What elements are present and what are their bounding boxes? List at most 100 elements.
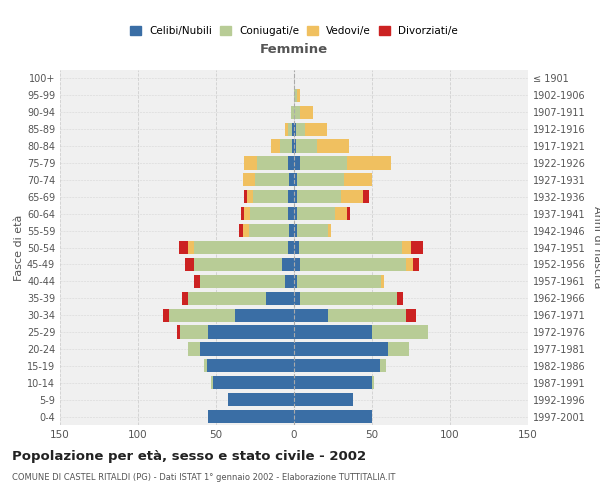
Bar [289, 224, 294, 237]
Bar [266, 292, 294, 305]
Bar [296, 122, 305, 136]
Bar [249, 224, 289, 237]
Bar [297, 224, 328, 237]
Bar [328, 224, 331, 237]
Bar [203, 359, 206, 372]
Bar [185, 258, 194, 271]
Bar [292, 122, 294, 136]
Bar [317, 140, 349, 152]
Bar [300, 106, 313, 119]
Bar [397, 292, 403, 305]
Bar [255, 174, 289, 186]
Bar [289, 174, 294, 186]
Bar [411, 241, 424, 254]
Text: COMUNE DI CASTEL RITALDI (PG) - Dati ISTAT 1° gennaio 2002 - Elaborazione TUTTIT: COMUNE DI CASTEL RITALDI (PG) - Dati IST… [12, 472, 395, 482]
Bar [188, 292, 266, 305]
Bar [200, 342, 294, 355]
Bar [294, 106, 300, 119]
Bar [372, 376, 374, 390]
Bar [294, 174, 297, 186]
Bar [280, 140, 292, 152]
Bar [229, 393, 294, 406]
Bar [242, 224, 249, 237]
Bar [211, 376, 213, 390]
Bar [328, 308, 406, 322]
Bar [294, 359, 380, 372]
Bar [297, 190, 341, 203]
Bar [413, 258, 419, 271]
Bar [194, 274, 200, 288]
Bar [294, 376, 372, 390]
Bar [401, 241, 411, 254]
Bar [294, 207, 297, 220]
Bar [294, 190, 297, 203]
Bar [188, 342, 200, 355]
Bar [271, 140, 280, 152]
Bar [297, 274, 382, 288]
Bar [388, 342, 409, 355]
Bar [188, 241, 194, 254]
Bar [294, 393, 353, 406]
Bar [292, 140, 294, 152]
Bar [335, 207, 347, 220]
Bar [281, 258, 294, 271]
Bar [194, 241, 288, 254]
Bar [294, 241, 299, 254]
Bar [300, 156, 347, 170]
Bar [194, 258, 281, 271]
Bar [200, 274, 284, 288]
Bar [294, 342, 388, 355]
Bar [288, 156, 294, 170]
Bar [288, 207, 294, 220]
Bar [294, 258, 300, 271]
Bar [297, 89, 300, 102]
Bar [296, 140, 317, 152]
Text: Femmine: Femmine [260, 43, 328, 56]
Bar [299, 241, 401, 254]
Bar [206, 359, 294, 372]
Bar [347, 156, 391, 170]
Bar [372, 326, 428, 338]
Bar [253, 190, 288, 203]
Bar [294, 308, 328, 322]
Bar [362, 190, 369, 203]
Bar [241, 207, 244, 220]
Bar [208, 326, 294, 338]
Bar [177, 326, 180, 338]
Bar [294, 326, 372, 338]
Bar [294, 410, 372, 423]
Bar [244, 207, 250, 220]
Bar [347, 207, 350, 220]
Bar [288, 241, 294, 254]
Bar [179, 241, 188, 254]
Bar [235, 308, 294, 322]
Bar [294, 292, 300, 305]
Bar [180, 326, 208, 338]
Bar [208, 410, 294, 423]
Bar [288, 122, 292, 136]
Legend: Celibi/Nubili, Coniugati/e, Vedovi/e, Divorziati/e: Celibi/Nubili, Coniugati/e, Vedovi/e, Di… [126, 22, 462, 40]
Bar [169, 308, 235, 322]
Bar [341, 190, 362, 203]
Bar [406, 308, 416, 322]
Bar [300, 258, 406, 271]
Bar [242, 174, 255, 186]
Bar [291, 106, 294, 119]
Bar [344, 174, 372, 186]
Bar [406, 258, 413, 271]
Bar [244, 190, 247, 203]
Bar [380, 359, 386, 372]
Bar [239, 224, 242, 237]
Bar [294, 156, 300, 170]
Bar [284, 122, 288, 136]
Bar [305, 122, 327, 136]
Y-axis label: Fasce di età: Fasce di età [14, 214, 24, 280]
Bar [294, 274, 297, 288]
Bar [300, 292, 397, 305]
Bar [297, 207, 335, 220]
Bar [284, 274, 294, 288]
Bar [257, 156, 288, 170]
Bar [182, 292, 188, 305]
Bar [294, 140, 296, 152]
Bar [288, 190, 294, 203]
